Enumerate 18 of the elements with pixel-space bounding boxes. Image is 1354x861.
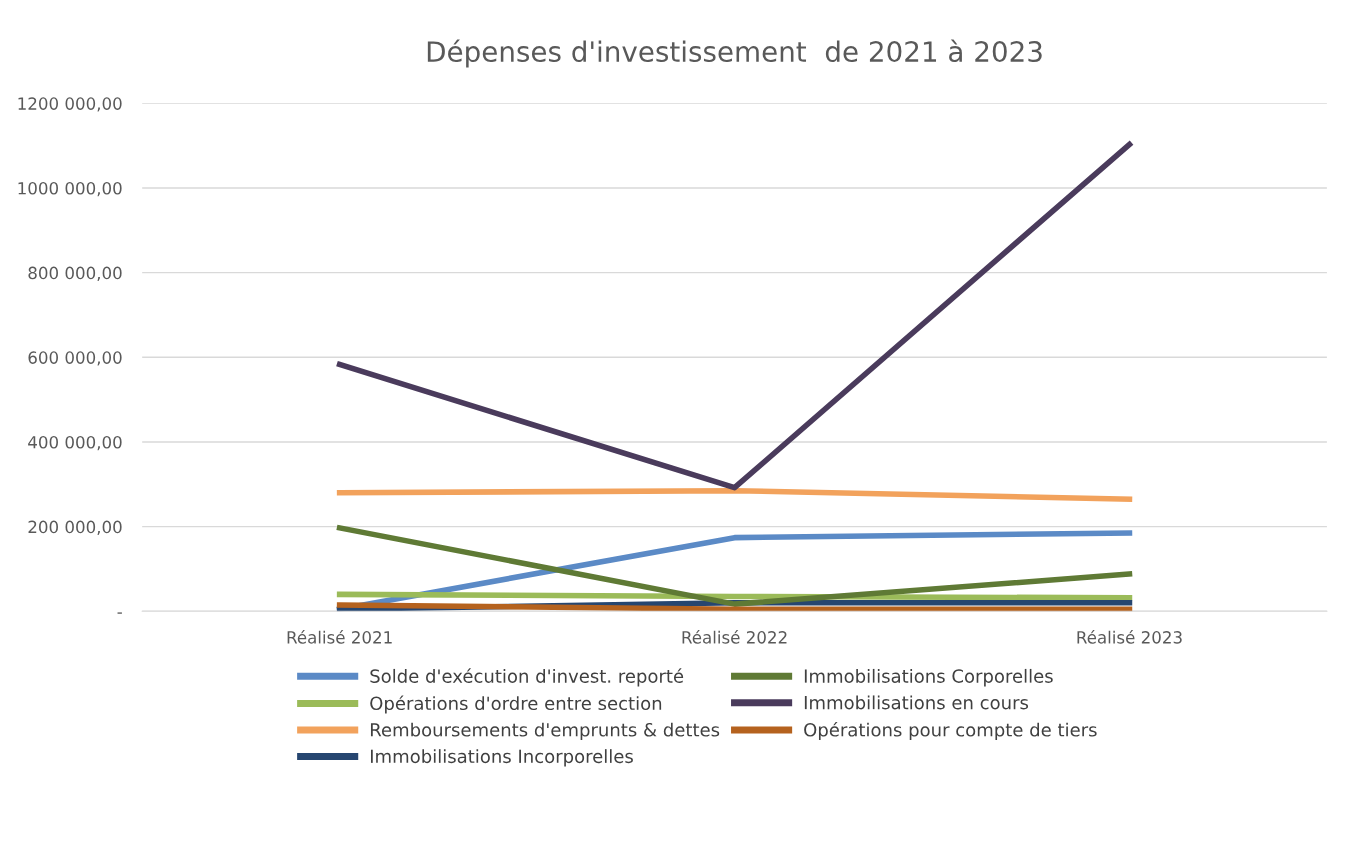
x-tick-label: Réalisé 2021 bbox=[287, 630, 392, 644]
legend-label: Remboursements d'emprunts & dettes bbox=[370, 722, 720, 741]
y-tick-label: 200 000,00 bbox=[28, 520, 122, 535]
x-tick-label: Réalisé 2022 bbox=[682, 630, 787, 644]
x-tick-label: Réalisé 2023 bbox=[1077, 630, 1182, 644]
legend-label: Solde d'exécution d'invest. reporté bbox=[370, 668, 684, 687]
legend-label: Opérations pour compte de tiers bbox=[804, 721, 1097, 741]
legend-label: Immobilisations Corporelles bbox=[804, 668, 1053, 687]
y-tick-label: 800 000,00 bbox=[28, 266, 122, 281]
legend-label: Opérations d'ordre entre section bbox=[370, 695, 662, 714]
y-tick-label: - bbox=[117, 612, 122, 614]
chart-title: Dépenses d'investissement de 2021 à 2023 bbox=[427, 39, 1042, 68]
y-tick-label: 1200 000,00 bbox=[18, 97, 122, 112]
y-tick-label: 600 000,00 bbox=[28, 351, 122, 366]
legend-label: Immobilisations Incorporelles bbox=[370, 749, 633, 767]
y-tick-label: 400 000,00 bbox=[28, 435, 122, 451]
y-tick-label: 1000 000,00 bbox=[18, 181, 122, 197]
legend-label: Immobilisations en cours bbox=[804, 695, 1029, 710]
